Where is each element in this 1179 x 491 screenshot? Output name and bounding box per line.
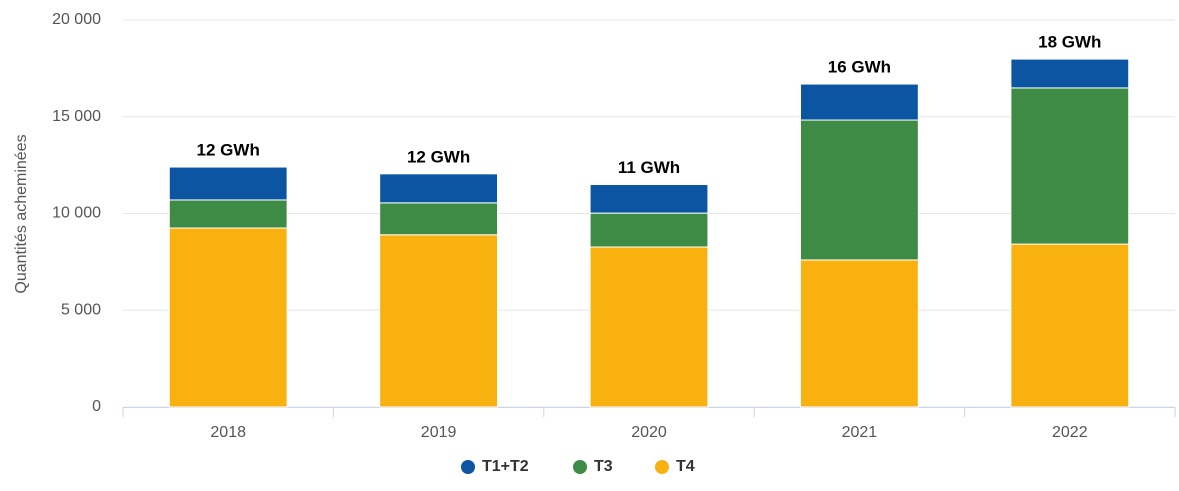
bar-segment xyxy=(168,227,288,408)
legend-marker xyxy=(573,460,587,474)
y-tick-label: 5 000 xyxy=(61,301,101,318)
bar-segment xyxy=(799,119,919,261)
bar-segment xyxy=(168,199,288,229)
legend-marker xyxy=(461,460,475,474)
total-label: 12 GWh xyxy=(407,147,470,166)
y-axis-label: Quantités acheminées xyxy=(13,134,30,293)
legend-label: T3 xyxy=(594,458,613,475)
legend-marker xyxy=(655,460,669,474)
legend-label: T1+T2 xyxy=(482,458,529,475)
total-label: 12 GWh xyxy=(197,141,260,160)
bar-segment xyxy=(379,173,499,204)
legend-label: T4 xyxy=(676,458,695,475)
total-label: 11 GWh xyxy=(618,158,680,177)
y-tick-label: 15 000 xyxy=(52,108,101,125)
y-tick-label: 20 000 xyxy=(52,11,101,28)
x-tick-label: 2021 xyxy=(842,424,878,441)
bar-segment xyxy=(799,83,919,121)
bar-segment xyxy=(799,259,919,408)
x-tick-label: 2022 xyxy=(1052,424,1088,441)
bar-segment xyxy=(379,202,499,236)
x-tick-label: 2018 xyxy=(210,424,246,441)
bar-segment xyxy=(589,212,709,248)
bar-segment xyxy=(589,246,709,408)
bar-segment xyxy=(589,183,709,214)
x-tick-label: 2019 xyxy=(421,424,457,441)
bar-segment xyxy=(1010,243,1130,408)
total-label: 18 GWh xyxy=(1038,33,1101,52)
bar-segment xyxy=(1010,58,1130,89)
total-label: 16 GWh xyxy=(828,58,891,77)
bar-segment xyxy=(379,234,499,408)
bar-segment xyxy=(168,166,288,201)
bar-segment xyxy=(1010,87,1130,245)
y-tick-label: 10 000 xyxy=(52,205,101,222)
y-tick-label: 0 xyxy=(92,398,101,415)
x-tick-label: 2020 xyxy=(631,424,667,441)
